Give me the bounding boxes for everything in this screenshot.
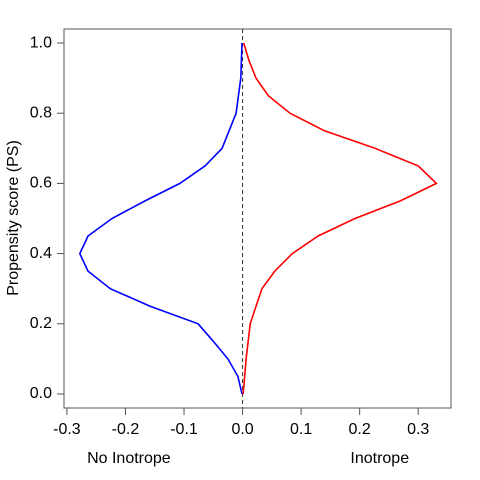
y-tick-label: 0.8	[30, 104, 52, 121]
y-tick-label: 1.0	[30, 34, 52, 51]
plot-box	[63, 28, 452, 409]
y-tick-label: 0.4	[30, 245, 52, 262]
y-tick-label: 0.0	[30, 385, 52, 402]
y-tick-label: 0.6	[30, 175, 52, 192]
y-tick-label: 0.2	[30, 315, 52, 332]
x-tick-label: -0.3	[53, 421, 81, 438]
x-tick-label: 0.1	[290, 421, 312, 438]
density-curve	[78, 42, 243, 395]
x-tick-label: -0.1	[170, 421, 198, 438]
density-curve	[242, 42, 438, 395]
x-tick-label: 0.2	[349, 421, 371, 438]
x-tick-label: 0.3	[407, 421, 429, 438]
group-label: Inotrope	[350, 450, 409, 467]
x-tick-label: -0.2	[112, 421, 140, 438]
group-label: No Inotrope	[87, 450, 171, 467]
x-tick-label: 0.0	[231, 421, 253, 438]
y-axis-label: Propensity score (PS)	[5, 140, 22, 296]
